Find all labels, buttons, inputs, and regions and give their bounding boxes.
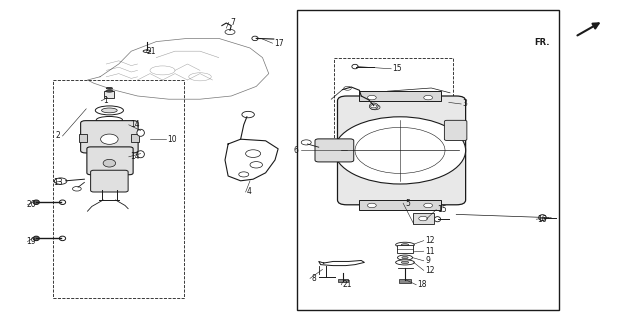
Text: 18: 18 [418,280,427,289]
Bar [104,91,114,98]
FancyBboxPatch shape [87,147,133,175]
Circle shape [239,172,249,177]
Ellipse shape [106,90,113,92]
Ellipse shape [401,244,409,246]
Text: 10: 10 [168,135,177,144]
Ellipse shape [103,159,116,167]
Text: 15: 15 [438,205,447,214]
Circle shape [225,29,235,35]
Circle shape [72,187,81,191]
Text: 15: 15 [392,64,402,73]
Text: 14: 14 [130,120,139,129]
Ellipse shape [401,261,409,264]
Text: 17: 17 [274,39,283,48]
Text: 11: 11 [425,247,434,256]
Ellipse shape [101,108,118,113]
Text: FR.: FR. [534,38,550,47]
Text: 21: 21 [147,47,156,56]
Ellipse shape [398,255,412,260]
FancyBboxPatch shape [315,139,354,162]
FancyBboxPatch shape [81,121,138,153]
Ellipse shape [101,134,118,144]
Bar [397,245,413,253]
Bar [79,134,87,142]
Ellipse shape [106,87,112,89]
Text: 5: 5 [405,199,410,208]
Ellipse shape [402,257,408,259]
Circle shape [424,203,432,208]
Bar [412,213,434,224]
Ellipse shape [137,151,144,158]
Ellipse shape [143,50,151,52]
Circle shape [344,86,351,90]
FancyBboxPatch shape [444,120,467,140]
Bar [359,91,441,101]
Text: 13: 13 [53,178,63,187]
Text: 14: 14 [130,152,139,161]
Ellipse shape [33,236,39,241]
Ellipse shape [33,200,39,204]
Ellipse shape [96,116,122,124]
Text: 8: 8 [311,274,316,283]
Circle shape [419,216,428,221]
Ellipse shape [59,200,66,204]
Ellipse shape [539,215,546,220]
Circle shape [250,162,262,168]
Text: 16: 16 [538,215,547,224]
Text: 6: 6 [294,146,299,155]
Bar [297,10,559,310]
FancyBboxPatch shape [338,96,466,205]
Text: 2: 2 [55,132,60,140]
Bar [399,279,411,283]
Circle shape [54,178,67,184]
Ellipse shape [137,129,144,136]
Text: 7: 7 [230,18,235,27]
Circle shape [368,203,376,208]
Bar [359,200,441,210]
Circle shape [424,95,432,100]
Ellipse shape [396,260,414,265]
Text: 19: 19 [26,237,36,246]
Circle shape [242,111,254,118]
Ellipse shape [352,64,358,69]
Bar [334,58,453,141]
Text: 12: 12 [425,236,434,245]
Bar [338,279,348,282]
Ellipse shape [95,106,124,115]
Text: 12: 12 [425,266,434,275]
Text: 3: 3 [462,100,468,108]
Ellipse shape [369,103,378,109]
Circle shape [334,117,466,184]
Circle shape [246,150,261,157]
Ellipse shape [252,36,258,41]
Text: 1: 1 [103,96,108,105]
Text: 9: 9 [425,256,430,265]
Circle shape [370,105,380,110]
Circle shape [301,140,311,145]
Ellipse shape [59,236,66,241]
Bar [131,134,139,142]
Bar [53,80,184,298]
Ellipse shape [396,242,414,247]
Circle shape [371,105,377,108]
Text: 21: 21 [342,280,352,289]
Text: 20: 20 [26,200,36,209]
Text: 4: 4 [247,188,252,196]
FancyBboxPatch shape [91,170,128,192]
Circle shape [368,95,376,100]
Ellipse shape [434,217,441,222]
